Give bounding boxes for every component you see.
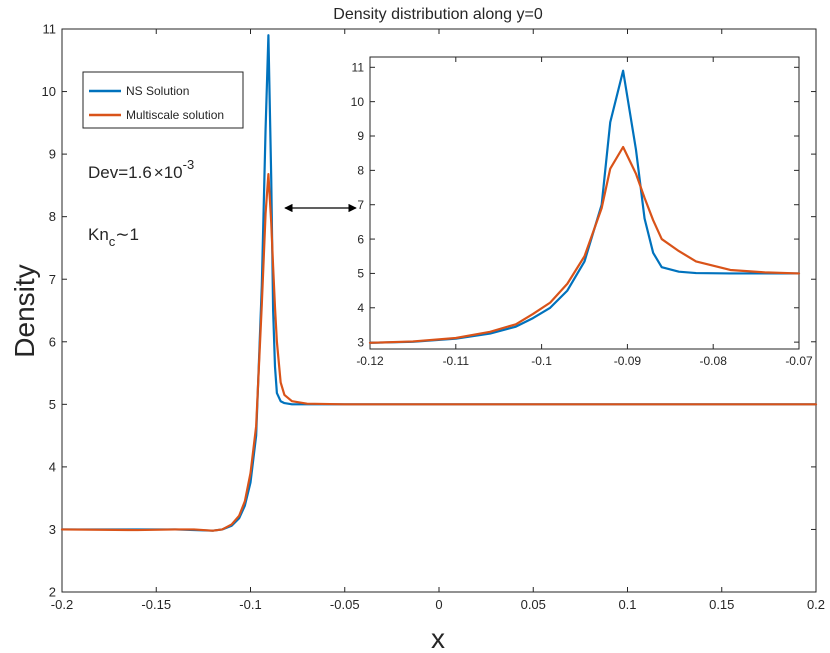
inset-y-tick-label: 3: [357, 335, 364, 349]
main-y-tick-label: 4: [49, 459, 56, 474]
main-x-tick-label: -0.15: [141, 597, 171, 612]
main-y-tick-label: 5: [49, 397, 56, 412]
inset-x-tick-label: -0.1: [531, 354, 552, 368]
annotation-dev: Dev=1.6 ×10-3: [88, 157, 194, 182]
main-x-tick-label: 0.05: [521, 597, 546, 612]
inset-x-tick-label: -0.12: [356, 354, 384, 368]
inset-series-line-ns: [368, 69, 801, 344]
annotation-kn: Knc∼1: [88, 225, 139, 249]
legend-label-multiscale: Multiscale solution: [126, 108, 224, 122]
inset-series-line-multiscale: [368, 145, 801, 344]
x-axis-label: x: [431, 623, 445, 653]
main-y-tick-label: 2: [49, 585, 56, 600]
inset-x-tick-label: -0.07: [785, 354, 813, 368]
inset-y-tick-label: 8: [357, 164, 364, 178]
inset-y-tick-label: 10: [351, 95, 365, 109]
main-x-tick-label: 0: [435, 597, 442, 612]
main-series-line-multiscale: [60, 173, 818, 532]
inset-y-tick-label: 11: [352, 61, 365, 75]
inset-series-group: [368, 69, 801, 344]
legend-box: [82, 71, 244, 129]
main-x-tick-label: 0.1: [618, 597, 636, 612]
inset-axis-ticks: -0.12 -0.11 -0.1 -0.09 -0.08 -0.07 3 4 5 6 7 8 9 10 11: [351, 57, 813, 368]
inset-y-tick-label: 5: [357, 267, 364, 281]
inset-y-tick-label: 7: [357, 198, 364, 212]
inset-x-tick-label: -0.11: [443, 354, 470, 368]
inset-y-tick-label: 4: [357, 301, 364, 315]
main-y-tick-label: 8: [49, 209, 56, 224]
main-x-tick-label: 0.15: [709, 597, 734, 612]
main-x-tick-label: -0.05: [330, 597, 360, 612]
main-x-tick-label: 0.2: [807, 597, 825, 612]
inset-x-tick-label: -0.09: [614, 354, 642, 368]
main-y-tick-label: 6: [49, 334, 56, 349]
main-series-group: [60, 34, 818, 532]
main-y-tick-label: 7: [49, 272, 56, 287]
main-y-tick-label: 9: [49, 147, 56, 162]
inset-y-tick-label: 6: [357, 232, 364, 246]
main-y-tick-label: 3: [49, 522, 56, 537]
legend: NS Solution Multiscale solution: [82, 71, 244, 129]
chart-title: Density distribution along y=0: [333, 6, 543, 23]
inset-x-tick-label: -0.08: [700, 354, 728, 368]
main-x-tick-label: -0.2: [51, 597, 73, 612]
main-axis-ticks: -0.2 -0.15 -0.1 -0.05 0 0.05 0.1 0.15 0.22345678…: [42, 22, 826, 612]
main-y-tick-label: 11: [43, 22, 57, 37]
inset-plot-area: [369, 56, 800, 350]
main-x-tick-label: -0.1: [239, 597, 261, 612]
legend-label-ns: NS Solution: [126, 84, 189, 98]
main-y-tick-label: 10: [42, 84, 56, 99]
y-axis-label: Density: [9, 264, 40, 357]
inset-y-tick-label: 9: [357, 129, 364, 143]
